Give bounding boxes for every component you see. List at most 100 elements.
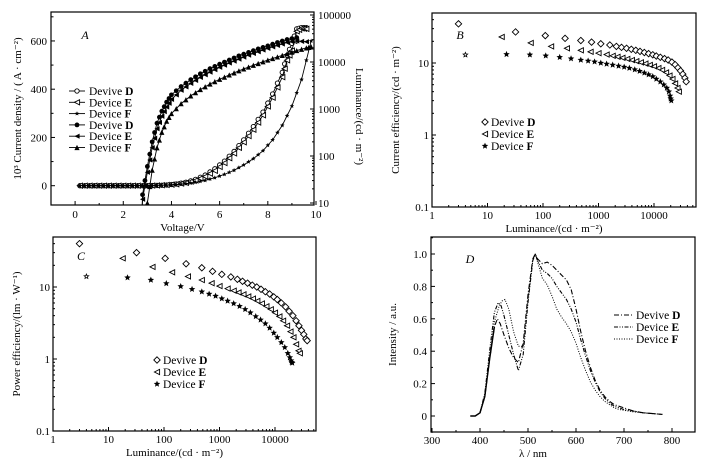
data-point-filled-triangle [274, 42, 281, 49]
data-point-filled-circle [236, 53, 242, 59]
data-point-open-triangle [215, 282, 223, 290]
data-point-open-triangle [498, 33, 505, 41]
y2-tick-label: 100000 [318, 10, 352, 22]
data-point-filled-triangle [183, 84, 189, 90]
data-point-filled-triangle-up [294, 47, 300, 54]
data-point-filled-circle [178, 84, 184, 89]
y-tick-label: 10 [39, 282, 51, 294]
data-point-filled-triangle [202, 72, 208, 78]
data-point-open-triangle [279, 317, 287, 325]
data-point-open-triangle [254, 119, 262, 126]
data-point-star [124, 274, 131, 281]
data-point-star [116, 183, 121, 188]
data-point-filled-triangle [147, 157, 153, 163]
data-point-filled-triangle [197, 74, 203, 81]
data-point-open-triangle [216, 163, 223, 171]
data-point-star [289, 359, 296, 366]
data-point-star [266, 324, 273, 331]
data-point-open-triangle [225, 154, 233, 162]
legend-label-bold: E [671, 322, 679, 334]
data-point-open-diamond [161, 254, 170, 263]
data-point-filled-triangle [284, 39, 290, 46]
y-tick-label: 0.1 [415, 202, 429, 214]
data-point-filled-circle [202, 68, 208, 74]
data-point-star [577, 56, 585, 63]
y2-tick-label: 100 [318, 151, 335, 163]
y-tick-label: 600 [31, 36, 48, 48]
data-point-filled-triangle [217, 64, 223, 70]
data-point-star [83, 273, 90, 280]
x-tick-label: 100 [156, 434, 173, 446]
data-point-filled-triangle [298, 38, 305, 44]
data-point-star [222, 171, 227, 177]
data-point-open-triangle [650, 62, 658, 70]
data-point-filled-triangle-up [250, 62, 256, 68]
y-tick-label: 1 [45, 354, 51, 366]
x-tick-label: 8 [265, 209, 271, 221]
data-point-open-diamond [596, 39, 605, 48]
legend-item: Device E [163, 367, 206, 379]
data-point-filled-triangle-up [241, 66, 247, 72]
data-point-open-triangle [198, 276, 205, 284]
legend-label: Device [163, 379, 198, 391]
data-point-filled-triangle-up [149, 167, 155, 173]
data-point-star [481, 142, 489, 149]
data-point-star [262, 320, 269, 327]
data-point-open-triangle [220, 159, 228, 167]
data-point-open-triangle [281, 65, 288, 73]
data-point-open-triangle [253, 297, 261, 305]
data-point-star [284, 113, 290, 118]
data-point-filled-triangle-up [178, 101, 184, 107]
data-point-open-triangle [264, 103, 271, 110]
data-point-open-diamond [454, 19, 463, 28]
x-axis-title: Luminance/(cd · m⁻²) [126, 447, 223, 459]
panel-label: B [456, 28, 464, 42]
data-point-open-triangle [148, 263, 156, 271]
legend-label-bold: D [125, 86, 133, 98]
data-point-open-triangle [671, 80, 679, 87]
data-point-star [188, 285, 196, 293]
data-point-open-triangle [658, 66, 666, 74]
data-point-filled-triangle-up [298, 46, 305, 52]
data-point-filled-triangle [142, 183, 148, 189]
data-point-filled-triangle-up [192, 90, 199, 96]
series-line-0 [470, 253, 663, 417]
data-point-filled-triangle-up [274, 54, 281, 60]
data-point-filled-triangle-up [308, 44, 314, 50]
data-point-star [591, 58, 598, 65]
data-point-star [615, 62, 622, 69]
data-point-filled-circle [231, 55, 237, 61]
data-point-star [212, 175, 218, 180]
data-point-filled-triangle [188, 80, 194, 87]
data-point-star [224, 297, 231, 304]
x-axis-title: Voltage/V [160, 222, 204, 234]
data-point-star [663, 84, 671, 91]
data-point-open-diamond [238, 277, 247, 286]
data-point-filled-triangle-up [173, 105, 179, 112]
data-point-open-triangle [244, 132, 252, 140]
legend-item: Devive D [89, 120, 133, 132]
data-point-filled-triangle-up [156, 137, 163, 143]
series-line-2 [470, 253, 663, 417]
legend-item: Device F [89, 143, 131, 155]
data-point-filled-triangle-up [236, 68, 242, 74]
data-point-star [584, 57, 592, 64]
data-point-open-triangle [269, 94, 276, 101]
legend-item: Device F [491, 141, 533, 153]
series-3 [140, 35, 300, 205]
data-point-open-triangle [184, 273, 191, 280]
data-point-filled-triangle [207, 69, 213, 75]
y2-axis-title: Luminance/(cd · m⁻²) [353, 68, 365, 165]
legend-label: Devive [491, 117, 527, 129]
series-line-1 [470, 253, 663, 417]
legend-label: Device [163, 367, 198, 379]
data-point-filled-triangle-up [145, 200, 150, 205]
data-point-open-diamond [289, 311, 297, 320]
legend-item: Devive D [163, 355, 207, 367]
legend-label-bold: F [198, 379, 205, 391]
data-point-filled-circle [193, 74, 198, 80]
data-point-filled-triangle [173, 92, 179, 98]
data-point-open-diamond [561, 34, 569, 43]
